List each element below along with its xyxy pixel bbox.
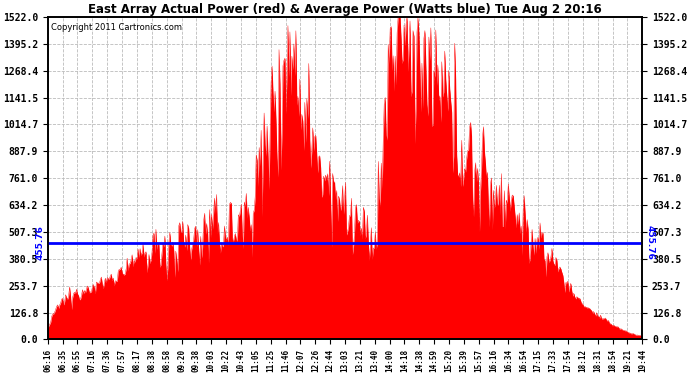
Text: Copyright 2011 Cartronics.com: Copyright 2011 Cartronics.com <box>51 23 181 32</box>
Title: East Array Actual Power (red) & Average Power (Watts blue) Tue Aug 2 20:16: East Array Actual Power (red) & Average … <box>88 3 602 16</box>
Text: 455.76: 455.76 <box>645 225 654 260</box>
Text: 455.76: 455.76 <box>36 225 45 260</box>
